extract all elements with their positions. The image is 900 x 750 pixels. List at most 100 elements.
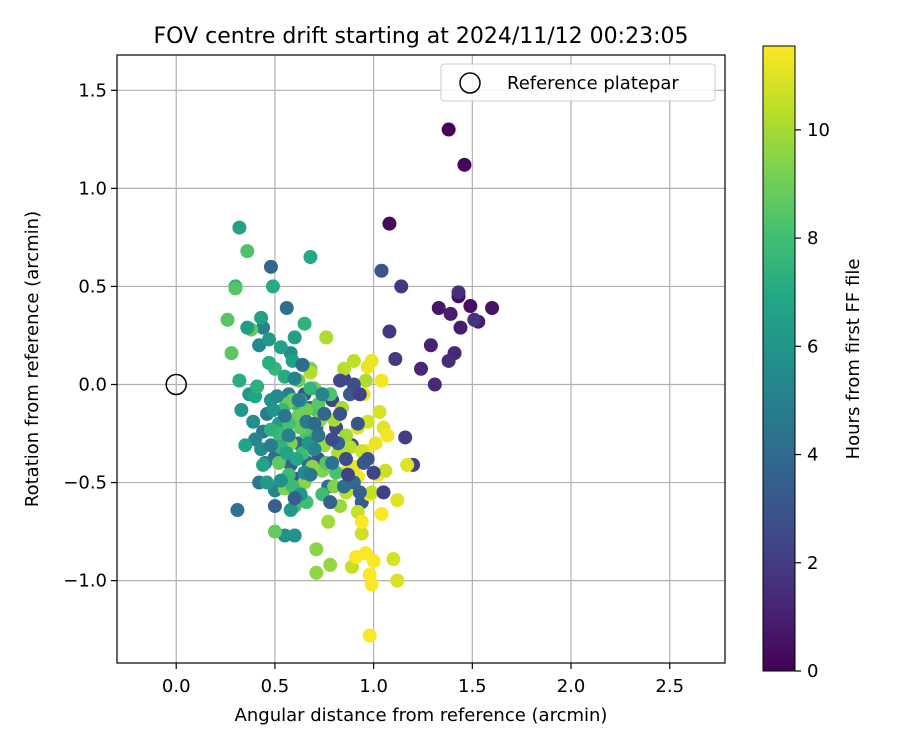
data-point [281,428,296,443]
x-tick-label: 1.5 [458,676,487,697]
x-tick-label: 1.0 [359,676,388,697]
data-point [265,279,280,294]
colorbar-tick-label: 4 [807,445,818,466]
data-point [380,428,395,443]
x-axis-label: Angular distance from reference (arcmin) [235,705,608,726]
data-point [362,628,377,643]
data-point [386,552,401,567]
data-point [319,330,334,345]
colorbar-tick-label: 6 [807,336,818,357]
data-point [279,446,294,461]
data-point [303,467,318,482]
data-point [340,467,355,482]
legend: Reference platepar [440,63,716,102]
legend-box [440,63,716,102]
data-point [337,361,352,376]
data-point [269,389,284,404]
data-point [287,330,302,345]
data-point [323,495,338,510]
data-point [267,524,282,539]
data-point [277,408,292,423]
colorbar-tick-label: 0 [807,661,818,682]
data-point [364,485,379,500]
data-point [238,438,253,453]
data-point [352,387,367,402]
data-point [315,387,330,402]
data-point [273,340,288,355]
data-point [317,406,332,421]
data-point [287,371,302,386]
y-axis-ticks: −1.0 −0.5 0.0 0.5 1.0 1.5 [63,80,117,592]
data-point [414,361,428,376]
data-point [232,373,247,388]
y-tick-label: 0.0 [78,374,107,395]
data-point [354,514,369,529]
y-tick-label: 1.5 [78,80,107,101]
data-point [265,402,280,417]
data-point [398,430,413,445]
colorbar-tick-label: 8 [807,228,818,249]
data-point [311,428,326,443]
data-point [240,320,255,335]
gridlines [117,55,725,663]
data-point [360,452,375,467]
data-point [390,493,405,508]
data-point [307,416,322,431]
colorbar-tick-label: 2 [807,553,818,574]
data-point [271,455,286,470]
data-point [327,479,342,494]
data-point [263,259,278,274]
data-point [333,373,348,388]
data-point [325,432,340,447]
colorbar-ticks: 0 2 4 6 8 10 [795,120,830,682]
x-tick-label: 0.0 [162,676,191,697]
legend-label: Reference platepar [507,73,679,94]
data-point [374,506,389,521]
data-point [382,216,397,231]
data-point [279,301,294,316]
data-point [346,353,361,368]
y-axis-label: Rotation from reference (arcmin) [22,211,43,507]
data-point [273,473,288,488]
data-point [321,514,336,529]
data-point [427,377,442,392]
y-tick-label: 0.5 [78,276,107,297]
data-point [431,301,446,316]
data-point [374,373,389,388]
data-point [441,122,456,137]
data-point [463,299,478,314]
colorbar-label: Hours from first FF file [843,259,864,460]
x-axis-ticks: 0.0 0.5 1.0 1.5 2.0 2.5 [162,663,684,697]
data-point [309,565,324,580]
data-point [250,379,265,394]
x-tick-label: 2.0 [557,676,586,697]
data-point [291,393,306,408]
data-point [262,332,276,347]
data-point [443,306,458,321]
data-point [364,353,379,368]
data-point [342,440,357,455]
data-point [307,442,322,457]
data-point [366,465,381,480]
data-point [467,312,482,327]
data-point [388,352,403,366]
data-point [368,436,383,451]
data-point [254,310,269,325]
data-point [323,557,338,572]
data-point [333,406,348,421]
data-point [220,312,235,327]
data-point [338,452,353,467]
data-point [457,157,472,172]
data-point [364,577,379,592]
data-point [230,503,245,518]
data-point [246,414,261,429]
data-point [234,402,249,417]
y-tick-label: −0.5 [63,473,107,494]
plot-frame [116,54,726,664]
data-points [220,122,500,643]
chart-title: FOV centre drift starting at 2024/11/12 … [154,24,689,49]
data-point [325,455,340,470]
data-point [256,457,271,472]
data-point [451,285,466,300]
